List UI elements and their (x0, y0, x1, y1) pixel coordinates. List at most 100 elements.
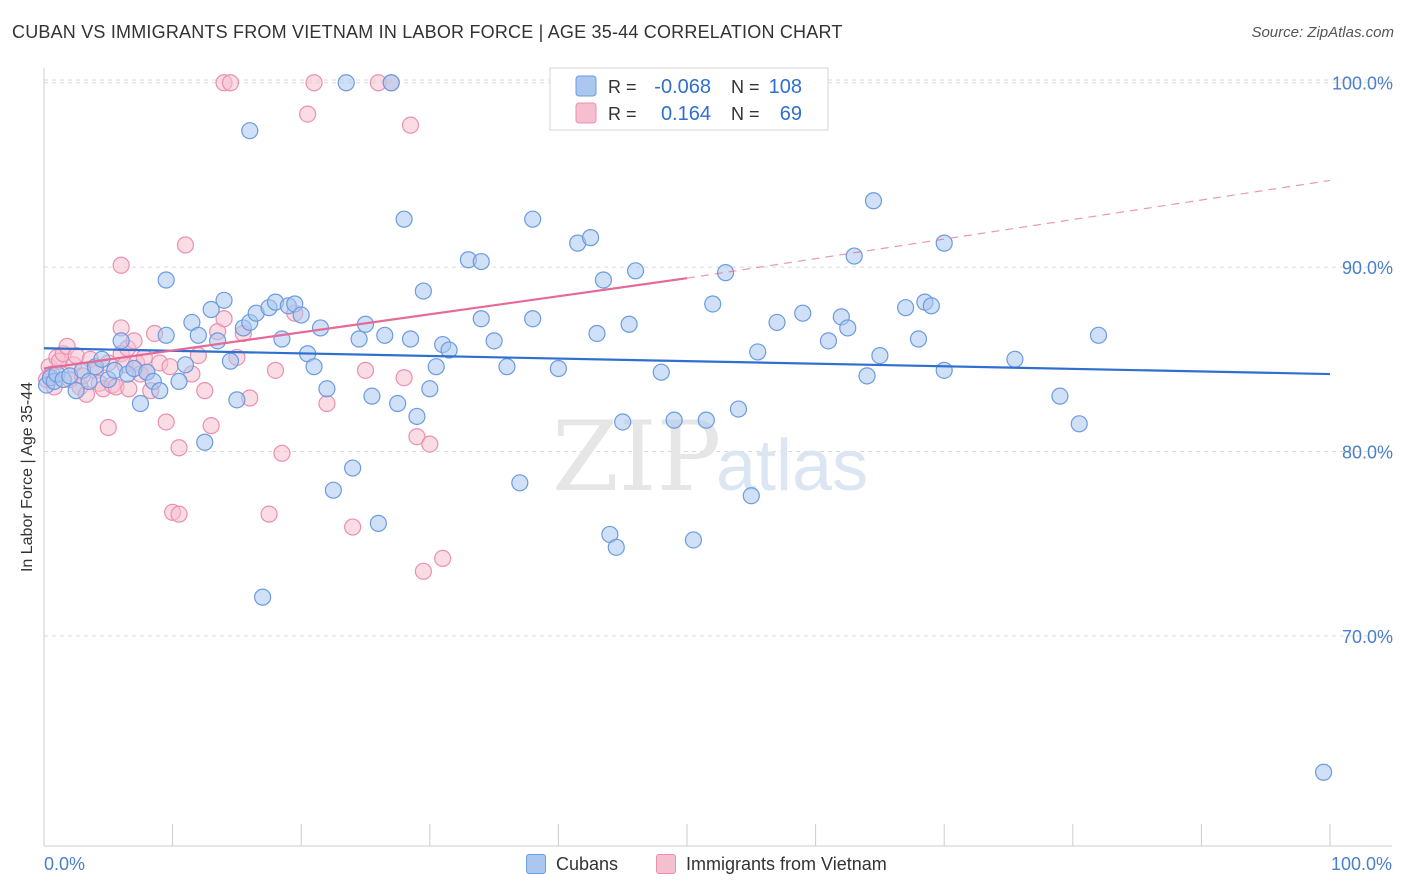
vietnam-point (356, 361, 375, 379)
cuban-point (414, 282, 432, 300)
cuban-point (729, 400, 748, 418)
cuban-point (421, 380, 439, 398)
cuban-point (221, 352, 240, 370)
cuban-point (427, 358, 445, 376)
legend-cubans-n-label: N = (731, 77, 760, 97)
cuban-point (626, 262, 645, 280)
cuban-point (742, 487, 760, 505)
vietnam-trend-line-extension (686, 179, 1331, 279)
vietnam-point (266, 361, 285, 379)
vietnam-point (196, 382, 214, 400)
y-tick-label: 100.0% (1332, 74, 1393, 94)
vietnam-point (215, 310, 233, 328)
cuban-point (305, 358, 323, 376)
cuban-point (382, 74, 400, 92)
legend-vietnam-n-value: 69 (780, 103, 802, 125)
cuban-point (254, 588, 272, 606)
vietnam-point (273, 444, 291, 462)
cuban-point (871, 347, 889, 365)
trend-lines (43, 179, 1331, 376)
legend-cubans-r-value: -0.068 (654, 76, 711, 98)
cuban-point (845, 247, 863, 265)
vietnam-point (395, 369, 413, 387)
x-tick-label-max: 100.0% (1331, 854, 1392, 874)
cuban-point (607, 538, 625, 556)
cuban-point (498, 358, 516, 376)
cuban-point (794, 304, 812, 322)
cuban-point (363, 387, 381, 405)
vietnam-point (421, 435, 439, 453)
legend-vietnam-label: Immigrants from Vietnam (686, 853, 887, 874)
cuban-point (935, 361, 953, 379)
cuban-point (209, 332, 227, 350)
cuban-point (241, 122, 259, 140)
cuban-point (588, 324, 606, 343)
cuban-point (215, 291, 233, 309)
cuban-point (324, 481, 342, 499)
cuban-point (524, 210, 542, 228)
legend-cubans-label: Cubans (556, 853, 619, 874)
chart-title: CUBAN VS IMMIGRANTS FROM VIETNAM IN LABO… (12, 22, 843, 42)
cuban-point (665, 411, 683, 429)
cuban-point (1051, 387, 1069, 405)
watermark: ZIP atlas (552, 401, 868, 513)
series-cubans-points (37, 74, 1333, 781)
cuban-point (768, 313, 786, 332)
vietnam-point (221, 74, 240, 92)
legend-item-cubans[interactable]: Cubans (526, 852, 618, 876)
cuban-point (581, 229, 600, 247)
cuban-point (170, 372, 188, 391)
cuban-point (350, 330, 368, 348)
vietnam-point (318, 394, 336, 413)
cuban-point (922, 297, 940, 315)
cuban-point (472, 310, 490, 328)
cuban-point (112, 332, 130, 350)
legend-cubans-swatch (575, 75, 597, 97)
cuban-point (652, 363, 670, 381)
legend-bottom: Cubans Immigrants from Vietnam (0, 852, 1406, 878)
axes (43, 68, 1392, 847)
cuban-point (1070, 415, 1088, 433)
cuban-point (684, 531, 703, 549)
vietnam-point (120, 380, 138, 398)
vietnam-point (408, 428, 426, 446)
cuban-point (1089, 326, 1108, 344)
watermark-zip: ZIP (552, 401, 721, 513)
vietnam-point (99, 418, 117, 437)
cuban-point (344, 459, 362, 477)
cuban-point (228, 391, 246, 409)
cuban-point (858, 367, 876, 385)
cuban-point (318, 380, 336, 398)
legend-cubans-n-value: 108 (769, 76, 802, 98)
vietnam-point (157, 413, 175, 431)
vietnam-trend-line (43, 277, 688, 370)
vietnam-point (170, 505, 188, 523)
legend-cubans-r-label: R = (608, 77, 637, 97)
vietnam-point (305, 74, 323, 92)
cuban-point (819, 332, 838, 350)
cubans-trend-line (43, 347, 1331, 376)
cuban-point (376, 326, 394, 344)
cuban-point (337, 74, 355, 92)
cuban-point (401, 330, 420, 348)
cuban-point (157, 271, 175, 289)
cuban-point (151, 382, 169, 400)
cuban-point (369, 514, 387, 532)
cuban-point (389, 394, 407, 413)
vietnam-point (170, 439, 188, 457)
cuban-point (614, 413, 632, 431)
vietnam-point (112, 256, 130, 274)
legend-item-vietnam[interactable]: Immigrants from Vietnam (656, 852, 887, 876)
vietnam-point (299, 105, 317, 123)
vietnam-point (401, 116, 420, 134)
cuban-point (704, 295, 722, 313)
cuban-point (716, 264, 735, 282)
cuban-point (176, 356, 195, 374)
legend-vietnam-marker (656, 854, 676, 874)
cuban-point (131, 394, 150, 413)
cuban-point (839, 319, 857, 337)
cuban-point (440, 341, 458, 359)
vietnam-point (161, 358, 179, 376)
cuban-point (292, 306, 310, 324)
cuban-point (511, 474, 529, 492)
